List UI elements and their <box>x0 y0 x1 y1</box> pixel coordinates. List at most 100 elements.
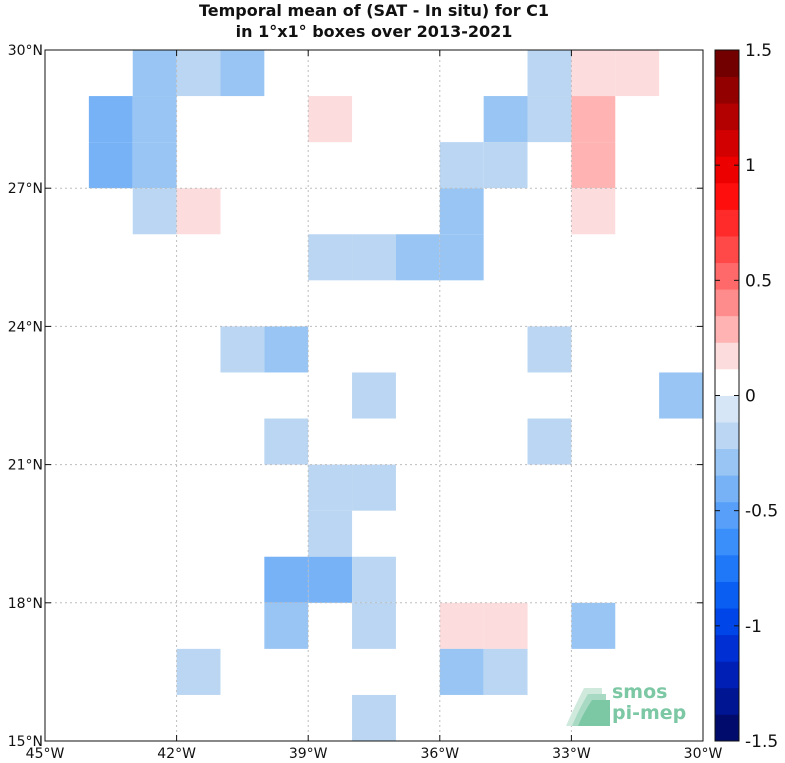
logo-text-line1: smos <box>612 681 668 703</box>
colorbar-segment <box>715 209 739 237</box>
y-tick-label: 27°N <box>8 181 43 197</box>
heatmap-cell <box>176 50 221 97</box>
heatmap-cell <box>439 188 484 235</box>
y-tick-label: 30°N <box>8 43 43 59</box>
x-tick-label: 42°W <box>157 746 196 762</box>
heatmap-cell <box>571 96 616 143</box>
colorbar-segment <box>715 528 739 556</box>
cells-layer <box>88 50 703 741</box>
colorbar-segment <box>715 156 739 184</box>
heatmap-cell <box>571 188 616 235</box>
colorbar-tick-label: 0.5 <box>745 271 772 291</box>
heatmap-cell <box>439 602 484 649</box>
colorbar-segment <box>715 714 739 742</box>
y-tick-label: 21°N <box>8 458 43 474</box>
heatmap-cell <box>571 50 616 97</box>
heatmap-cell <box>439 234 484 281</box>
colorbar-segment <box>715 581 739 609</box>
colorbar-tick-label: 0 <box>745 387 756 407</box>
colorbar-segment <box>715 554 739 582</box>
heatmap-cell <box>220 50 265 97</box>
heatmap-cell <box>527 96 572 143</box>
x-tick-label: 39°W <box>289 746 328 762</box>
colorbar-segment <box>715 262 739 290</box>
chart-title: Temporal mean of (SAT - In situ) for C1 … <box>45 0 703 42</box>
heatmap-cell <box>352 372 396 419</box>
heatmap-cell <box>176 648 221 695</box>
heatmap-cell <box>439 142 484 189</box>
heatmap-cell <box>308 234 353 281</box>
heatmap-cell <box>176 188 221 235</box>
logo-text-line2: pi-mep <box>612 702 687 724</box>
heatmap-cell <box>352 694 396 741</box>
colorbar-tick-label: -1.5 <box>745 732 778 752</box>
colorbar-segment <box>715 501 739 529</box>
colorbar-segment <box>715 661 739 689</box>
heatmap-cell <box>395 234 440 281</box>
colorbar-segment <box>715 448 739 476</box>
heatmap-cell <box>439 648 484 695</box>
heatmap-cell <box>132 188 177 235</box>
heatmap-cell <box>615 50 660 97</box>
heatmap-cell <box>352 556 396 603</box>
colorbar-segment <box>715 182 739 210</box>
colorbar-segment <box>715 475 739 503</box>
colorbar-segment <box>715 50 739 77</box>
heatmap-cell <box>352 602 396 649</box>
colorbar-segment <box>715 608 739 636</box>
colorbar-segment <box>715 315 739 343</box>
smos-pimep-logo <box>566 688 610 726</box>
heatmap-cell <box>352 234 396 281</box>
heatmap-cell <box>352 464 396 511</box>
chart-title-line2: in 1°x1° boxes over 2013-2021 <box>235 22 513 41</box>
heatmap-cell <box>483 648 528 695</box>
heatmap-cell <box>220 326 265 373</box>
colorbar-segment <box>715 342 739 370</box>
heatmap-cell <box>132 142 177 189</box>
heatmap-cell <box>88 96 133 143</box>
x-tick-label: 36°W <box>420 746 459 762</box>
heatmap-cell <box>132 96 177 143</box>
heatmap-cell <box>571 142 616 189</box>
y-tick-label: 18°N <box>8 596 43 612</box>
heatmap-cell <box>527 326 572 373</box>
heatmap-cell <box>571 602 616 649</box>
heatmap-cell <box>527 418 572 465</box>
heatmap-cell <box>264 556 309 603</box>
y-tick-label: 15°N <box>8 734 43 750</box>
heatmap-cell <box>308 96 353 143</box>
heatmap-cell <box>483 142 528 189</box>
colorbar-segment <box>715 103 739 131</box>
heatmap-cell <box>308 464 353 511</box>
axis-layer: 45°W 42°W 39°W 36°W 33°W 30°W 15°N 18°N 21°N 24°N… <box>8 43 723 762</box>
colorbar-segment <box>715 289 739 317</box>
colorbar-tick-label: -0.5 <box>745 502 778 522</box>
colorbar-segment <box>715 236 739 264</box>
y-tick-label: 24°N <box>8 319 43 335</box>
heatmap-cell <box>132 50 177 97</box>
heatmap-cell <box>659 372 703 419</box>
chart-title-line1: Temporal mean of (SAT - In situ) for C1 <box>198 1 550 20</box>
heatmap-cell <box>264 326 309 373</box>
heatmap-cell <box>308 510 353 557</box>
colorbar: 1.5 1 0.5 0 -0.5 -1 -1.5 <box>714 41 778 752</box>
colorbar-segment <box>715 368 739 396</box>
colorbar-segment <box>715 76 739 104</box>
x-tick-label: 30°W <box>684 746 723 762</box>
colorbar-tick-label: 1 <box>745 156 756 176</box>
heatmap-cell <box>483 96 528 143</box>
x-tick-label: 45°W <box>26 746 65 762</box>
heatmap-cell <box>527 50 572 97</box>
heatmap-cell <box>264 418 309 465</box>
colorbar-segment <box>715 687 739 715</box>
colorbar-tick-label: -1 <box>745 617 762 637</box>
logo-text: smos pi-mep <box>612 682 686 724</box>
heatmap-cell <box>264 602 309 649</box>
heatmap-cell <box>308 556 353 603</box>
logo-waves-icon <box>566 688 610 726</box>
colorbar-segment <box>715 129 739 157</box>
colorbar-tick-label: 1.5 <box>745 41 772 61</box>
x-tick-label: 33°W <box>552 746 591 762</box>
plot-frame <box>44 49 704 742</box>
